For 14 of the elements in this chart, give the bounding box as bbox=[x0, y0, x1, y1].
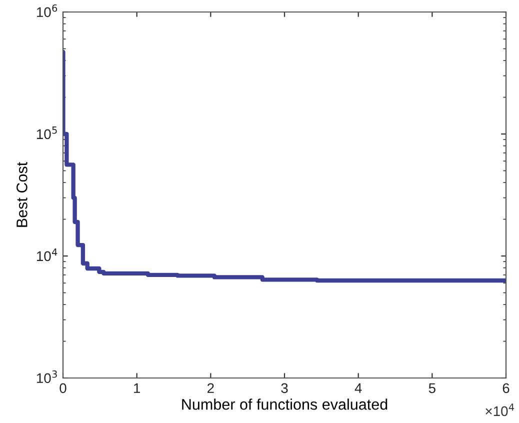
x-tick-label: 3 bbox=[281, 383, 288, 394]
y-tick-label: 10$^{3}$ bbox=[36, 370, 57, 384]
x-tick-label: 0 bbox=[60, 383, 66, 394]
text: ×10$^{4}$ bbox=[486, 404, 514, 416]
x-tick-label: 6 bbox=[502, 383, 510, 394]
y-axis-title: Best Cost bbox=[16, 162, 28, 227]
x-tick-label: 1 bbox=[134, 383, 140, 393]
x-tick-label: 5 bbox=[428, 383, 436, 394]
y-tick-label: 10$^{4}$ bbox=[36, 248, 58, 262]
x-tick-label: 4 bbox=[354, 383, 362, 393]
y-tick-label: 10$^{5}$ bbox=[36, 126, 57, 140]
x-axis-title: Number of functions evaluated bbox=[182, 398, 388, 410]
y-tick-label: 10$^{6}$ bbox=[36, 4, 58, 18]
x-tick-label: 2 bbox=[208, 383, 214, 393]
